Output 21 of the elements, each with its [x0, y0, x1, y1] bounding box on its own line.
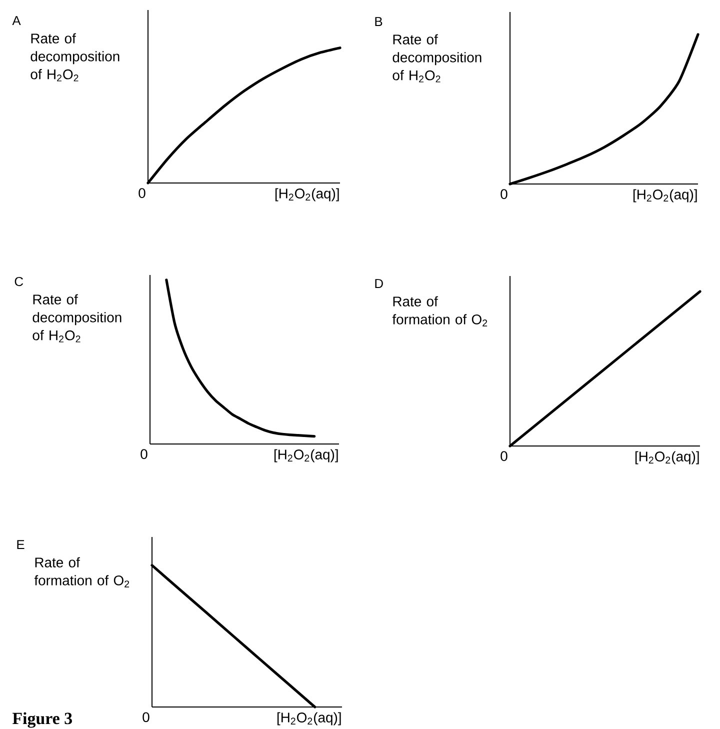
text: C: [14, 276, 24, 286]
text: D: [375, 279, 383, 288]
x-axis-title: [H$_{2}$O$_{2}$(aq)]: [633, 189, 697, 202]
caption: Figure 3: [12, 712, 72, 728]
text: E: [17, 540, 24, 549]
y-axis-title: Rate of decomposition of H$_{2}$O$_{2}$: [392, 34, 482, 82]
text: 0: [138, 188, 146, 198]
text: A: [12, 16, 21, 25]
y-axis-title: Rate of decomposition of H$_{2}$O$_{2}$: [30, 33, 120, 82]
x-axis-title: [H$_{2}$O$_{2}$(aq)]: [277, 712, 341, 726]
text: 0: [140, 449, 148, 460]
text: B: [375, 17, 382, 26]
x-axis-title: [H$_{2}$O$_{2}$(aq)]: [275, 188, 339, 202]
text: 0: [500, 189, 508, 200]
y-axis-title: Rate of formation of O$_{2}$: [392, 296, 488, 326]
y-axis-title: Rate of decomposition of H$_{2}$O$_{2}$: [32, 294, 122, 342]
text: 0: [142, 712, 150, 722]
text: 0: [500, 451, 508, 462]
x-axis-title: [H$_{2}$O$_{2}$(aq)]: [635, 451, 699, 464]
y-axis-title: Rate of formation of O$_{2}$: [34, 557, 130, 588]
x-axis-title: [H$_{2}$O$_{2}$(aq)]: [274, 449, 338, 462]
